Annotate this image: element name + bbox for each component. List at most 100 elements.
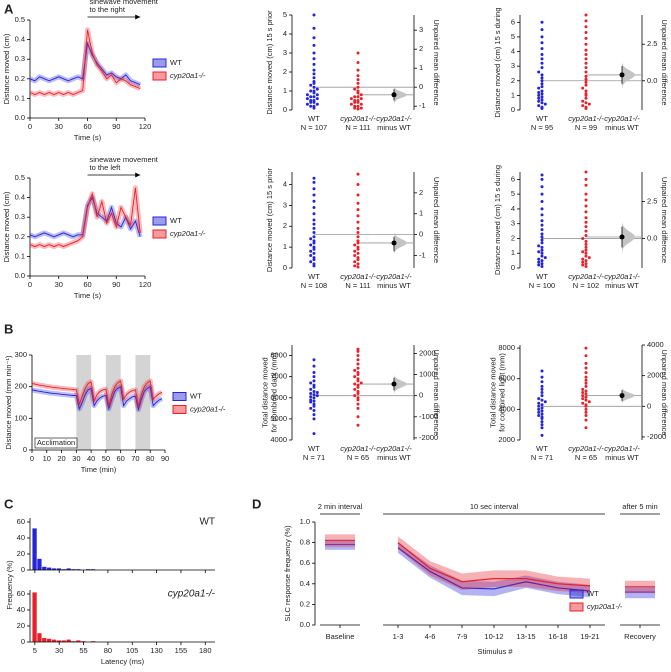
y-axis-label: for combined dark (mm) — [269, 352, 278, 432]
swarm-dot — [356, 231, 360, 235]
swarm-dot — [356, 99, 360, 102]
legend-swatch — [172, 392, 187, 401]
swarm-dot — [540, 79, 544, 83]
swarm-dot — [312, 187, 316, 191]
swarm-dot — [584, 392, 588, 396]
swarm-dot — [584, 183, 588, 187]
y-axis-label: Distance moved (cm) 15 s during — [493, 165, 502, 275]
y-tick-label: 1 — [419, 63, 423, 72]
swarm-dot — [584, 83, 588, 87]
swarm-dot — [353, 249, 357, 253]
y-tick-label: -2000 — [419, 433, 438, 442]
x-tick-label: 7-9 — [457, 632, 468, 641]
swarm-dot — [581, 99, 585, 103]
y-tick-label: 4000 — [270, 435, 287, 444]
y-tick-label: 0.8 — [300, 538, 310, 547]
swarm-dot — [309, 249, 313, 253]
y-axis-label: Frequency (%) — [5, 560, 14, 610]
swarm-dot — [353, 387, 357, 391]
swarm-dot — [359, 97, 363, 101]
y-tick-label: 3 — [419, 25, 423, 34]
swarm-dot — [353, 394, 357, 398]
swarm-dot — [315, 394, 319, 398]
swarm-dot — [584, 66, 588, 70]
group-label: cyp20a1-/- — [340, 272, 376, 281]
swarm-dot — [584, 48, 588, 52]
y-tick-label: 6 — [511, 17, 515, 26]
swarm-dot — [356, 262, 360, 266]
x-tick-label: 120 — [139, 122, 152, 131]
swarm-dot — [312, 57, 316, 61]
x-tick-label: 130 — [150, 646, 163, 655]
y-tick-label: 2 — [419, 44, 423, 53]
swarm-dot — [309, 392, 313, 396]
difference-label: cyp20a1-/- — [376, 444, 412, 453]
swarm-dot — [312, 385, 316, 389]
swarm-dot — [312, 417, 316, 421]
y-tick-label: 2 — [283, 221, 287, 230]
y-tick-label: 0.2 — [15, 232, 25, 241]
swarm-dot — [584, 265, 588, 269]
y2-axis-label: Unpaired mean difference — [660, 177, 669, 263]
annotation: sinewave movement — [90, 155, 159, 164]
swarm-dot — [312, 72, 316, 76]
x-tick-label: 60 — [116, 454, 124, 463]
legend-swatch — [152, 58, 167, 68]
swarm-dot — [356, 241, 360, 245]
y-tick-label: 0 — [419, 391, 423, 400]
difference-point — [391, 381, 397, 387]
swarm-dot — [356, 201, 360, 205]
swarm-dot — [537, 90, 541, 94]
swarm-dot — [309, 104, 313, 108]
group-n: N = 111 — [345, 123, 370, 132]
x-tick-label: 80 — [146, 454, 154, 463]
swarm-dot — [581, 104, 585, 108]
y-tick-label: 2.5 — [647, 197, 657, 206]
swarm-dot — [584, 170, 588, 174]
swarm-dot — [581, 387, 585, 391]
swarm-dot — [540, 232, 544, 236]
swarm-dot — [356, 423, 360, 427]
y-tick-label: 2 — [511, 233, 515, 242]
swarm-dot — [356, 398, 360, 402]
x-tick-label: 155 — [175, 646, 188, 655]
y-tick-label: 0.2 — [300, 599, 310, 608]
swarm-dot — [312, 176, 316, 180]
swarm-dot — [312, 13, 316, 17]
swarm-dot — [584, 418, 588, 422]
y-tick-label: 0 — [283, 105, 287, 114]
y-tick-label: 100 — [14, 413, 27, 422]
swarm-dot — [349, 97, 353, 101]
annotation: Acclimation — [37, 438, 75, 447]
y-tick-label: 2 — [511, 76, 515, 85]
dark-period — [105, 355, 121, 450]
swarm-dot — [312, 235, 316, 239]
swarm-dot — [309, 260, 313, 264]
swarm-dot — [584, 251, 588, 255]
swarm-dot — [581, 391, 585, 394]
y-tick-label: 60 — [17, 589, 25, 598]
histogram-bar — [32, 592, 37, 642]
swarm-dot — [305, 97, 309, 101]
swarm-dot — [356, 373, 360, 377]
swarm-dot — [584, 61, 588, 65]
histogram-bar — [56, 640, 62, 642]
swarm-dot — [537, 93, 541, 97]
swarm-dot — [356, 256, 360, 260]
x-tick-label: 0 — [30, 454, 34, 463]
histogram-bar — [37, 633, 42, 642]
swarm-dot — [587, 400, 591, 404]
swarm-dot — [312, 258, 316, 262]
y-tick-label: 4 — [283, 29, 287, 38]
swarm-dot — [353, 87, 357, 91]
y-tick-label: 4 — [283, 180, 287, 189]
x-tick-label: Baseline — [326, 632, 355, 641]
swarm-dot — [584, 259, 588, 263]
y-tick-label: 0.5 — [15, 173, 25, 182]
x-tick-label: 70 — [131, 454, 139, 463]
group-n: N = 108 — [301, 281, 327, 290]
swarm-dot — [584, 262, 588, 266]
swarm-dot — [312, 62, 316, 66]
y-tick-label: 8000 — [270, 351, 287, 360]
y2-axis-label: Unpaired mean difference — [432, 177, 441, 263]
